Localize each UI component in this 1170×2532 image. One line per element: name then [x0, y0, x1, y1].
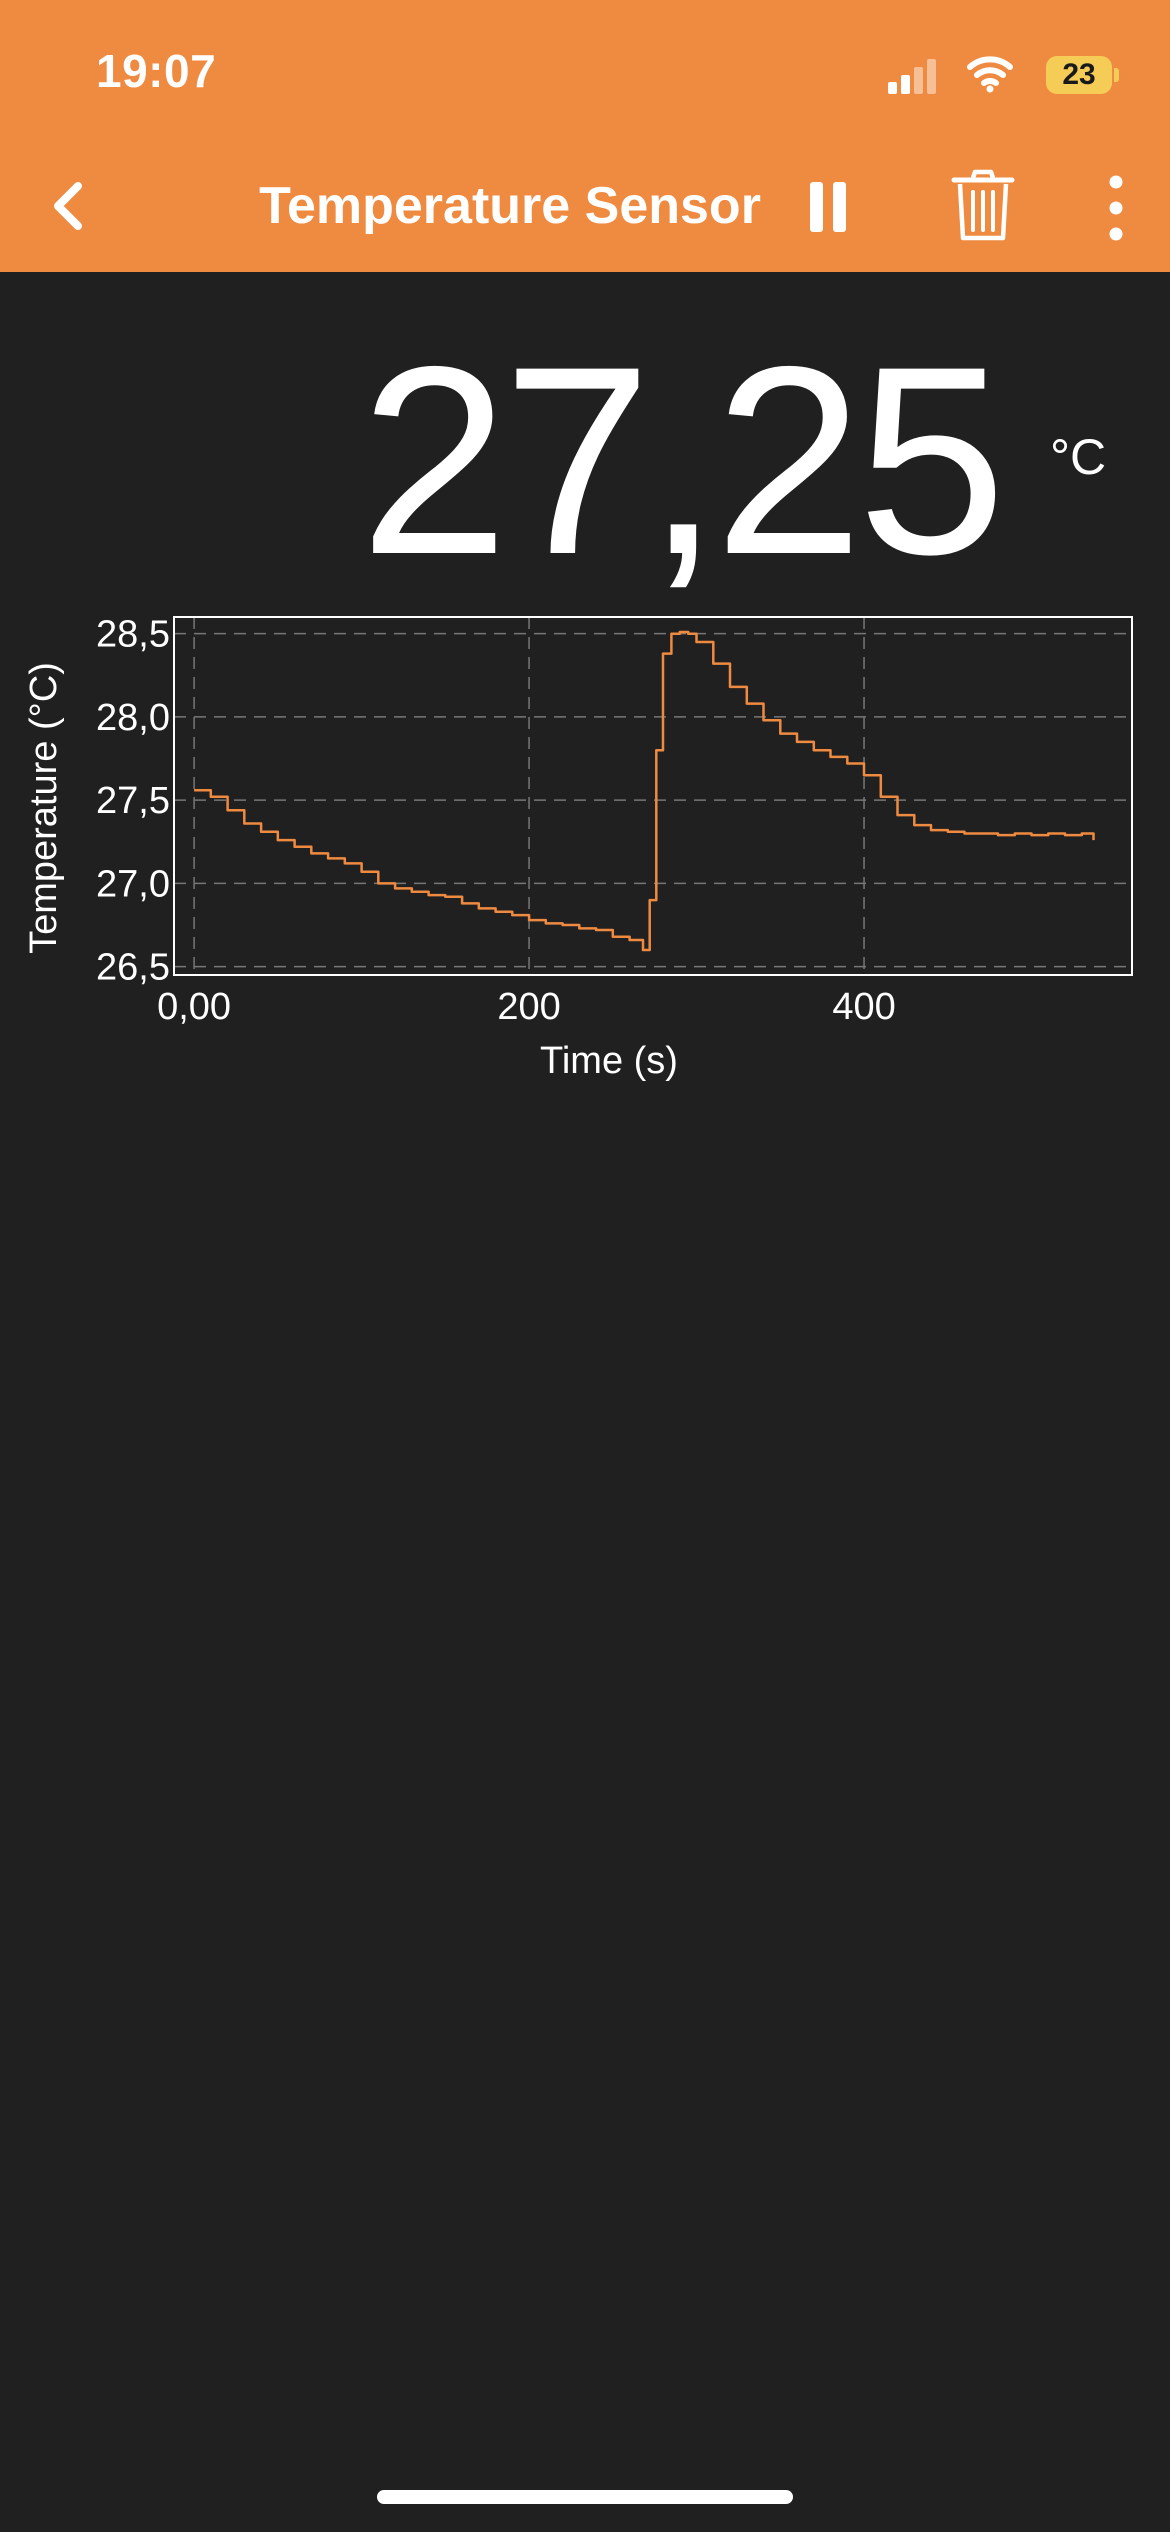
- page-title: Temperature Sensor: [200, 176, 820, 236]
- plot-frame: [174, 617, 1132, 975]
- x-axis-label: Time (s): [540, 1040, 678, 1082]
- x-tick-label: 0,00: [157, 986, 231, 1028]
- chart-ticks: 0,00 200 400 26,5 27,0 27,5 28,0 28,5: [96, 614, 896, 1028]
- x-tick-label: 400: [832, 986, 895, 1028]
- y-tick-label: 27,0: [96, 863, 170, 905]
- delete-button[interactable]: [950, 168, 1016, 244]
- battery-tip: [1114, 68, 1119, 82]
- home-indicator[interactable]: [377, 2490, 793, 2504]
- chevron-left-icon: [44, 176, 94, 236]
- reading-unit: °C: [1050, 428, 1106, 486]
- battery-level: 23: [1062, 58, 1095, 91]
- wifi-icon: [966, 54, 1014, 94]
- signal-icon: [888, 58, 938, 94]
- y-tick-label: 26,5: [96, 947, 170, 989]
- y-axis-label: Temperature (°C): [23, 662, 65, 954]
- pause-button[interactable]: [804, 178, 852, 236]
- y-tick-label: 27,5: [96, 780, 170, 822]
- battery-icon: 23: [1046, 56, 1112, 94]
- y-tick-label: 28,5: [96, 614, 170, 656]
- pause-icon: [804, 178, 852, 236]
- chart-grid: [174, 617, 1132, 975]
- more-button[interactable]: [1098, 170, 1134, 246]
- status-time: 19:07: [96, 44, 216, 98]
- y-tick-label: 28,0: [96, 697, 170, 739]
- back-button[interactable]: [44, 176, 94, 236]
- trash-icon: [950, 168, 1016, 244]
- x-tick-label: 200: [497, 986, 560, 1028]
- series-line: [194, 632, 1093, 950]
- app-header: 19:07 23 Temperature Sensor: [0, 0, 1170, 272]
- current-reading: 27,25: [340, 320, 1020, 600]
- chart-series-layer: [194, 632, 1093, 950]
- more-vertical-icon: [1098, 170, 1134, 246]
